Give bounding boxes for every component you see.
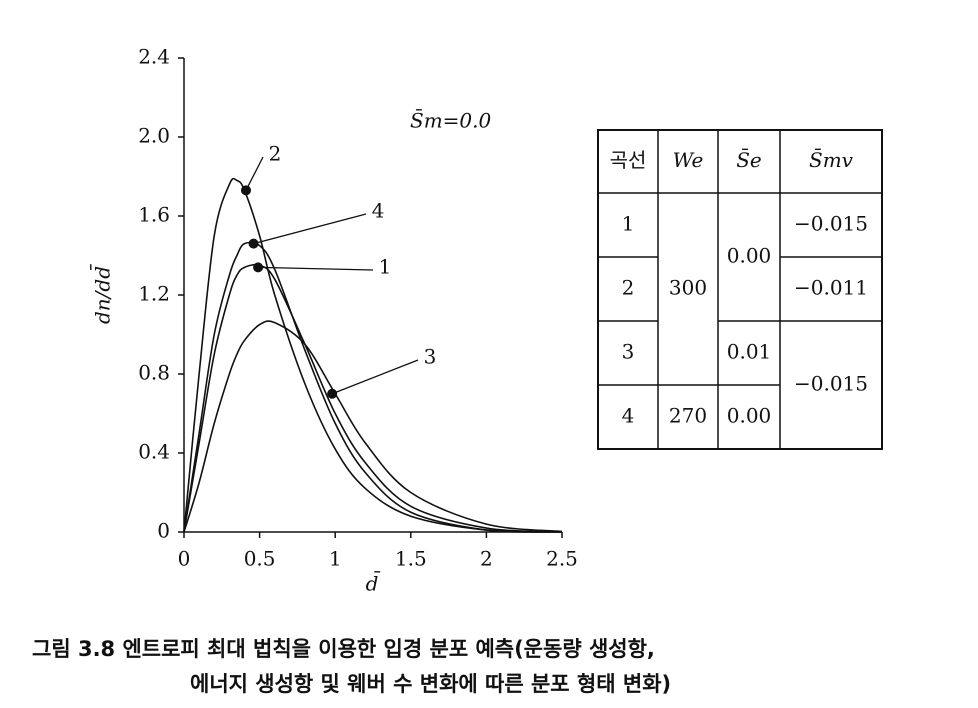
table-cell: S̄mv bbox=[809, 147, 854, 172]
y-tick-label: 2.4 bbox=[138, 45, 170, 69]
table-cell: 0.01 bbox=[727, 340, 772, 364]
leader-line bbox=[245, 156, 264, 191]
y-axis-label: dn/dd̄ bbox=[89, 264, 114, 324]
marker bbox=[327, 388, 338, 399]
table-cell: 300 bbox=[669, 276, 707, 300]
marker-label: 2 bbox=[269, 142, 282, 166]
curve bbox=[183, 177, 563, 533]
curve bbox=[183, 263, 563, 533]
table-cell: 곡선 bbox=[610, 148, 647, 172]
table-cell: −0.015 bbox=[794, 372, 868, 396]
table-cell: 2 bbox=[622, 276, 635, 300]
marker-label: 4 bbox=[372, 199, 385, 223]
leader-line bbox=[258, 266, 374, 271]
table-cell: 1 bbox=[622, 212, 635, 236]
y-tick-label: 0 bbox=[157, 519, 170, 543]
caption-line: 그림 3.8 엔트로피 최대 법칙을 이용한 입경 분포 예측(운동량 생성항, bbox=[32, 637, 655, 661]
x-tick-label: 2.5 bbox=[546, 547, 578, 571]
x-axis-label: d̄ bbox=[366, 570, 381, 595]
curve bbox=[183, 241, 563, 533]
y-tick-label: 2.0 bbox=[138, 124, 170, 148]
curve bbox=[183, 320, 563, 533]
table-cell: We bbox=[673, 148, 704, 172]
table-cell: 3 bbox=[622, 340, 635, 364]
marker bbox=[240, 185, 251, 196]
y-tick-label: 1.2 bbox=[138, 282, 170, 306]
table-cell: −0.011 bbox=[794, 276, 868, 300]
table-cell: S̄e bbox=[736, 147, 762, 172]
marker bbox=[248, 238, 259, 249]
marker bbox=[253, 262, 264, 273]
leader-line bbox=[331, 359, 419, 395]
y-tick-label: 0.8 bbox=[138, 361, 170, 385]
table-cell: 270 bbox=[669, 404, 707, 428]
leader-line bbox=[253, 213, 367, 245]
x-tick-label: 1 bbox=[329, 547, 342, 571]
y-tick-label: 1.6 bbox=[138, 203, 170, 227]
marker-label: 3 bbox=[424, 345, 437, 369]
table-cell: 4 bbox=[622, 404, 635, 428]
marker-label: 1 bbox=[379, 255, 392, 279]
table-cell: 0.00 bbox=[727, 404, 772, 428]
annotation: S̄m=0.0 bbox=[410, 108, 492, 133]
x-tick-label: 0.5 bbox=[244, 547, 276, 571]
table-cell: 0.00 bbox=[727, 244, 772, 268]
table-cell: −0.015 bbox=[794, 212, 868, 236]
caption-line: 에너지 생성항 및 웨버 수 변화에 따른 분포 형태 변화) bbox=[190, 672, 671, 696]
y-tick-label: 0.4 bbox=[138, 440, 170, 464]
x-tick-label: 2 bbox=[480, 547, 493, 571]
table-border bbox=[597, 129, 883, 450]
x-tick-label: 0 bbox=[178, 547, 191, 571]
x-tick-label: 1.5 bbox=[395, 547, 427, 571]
